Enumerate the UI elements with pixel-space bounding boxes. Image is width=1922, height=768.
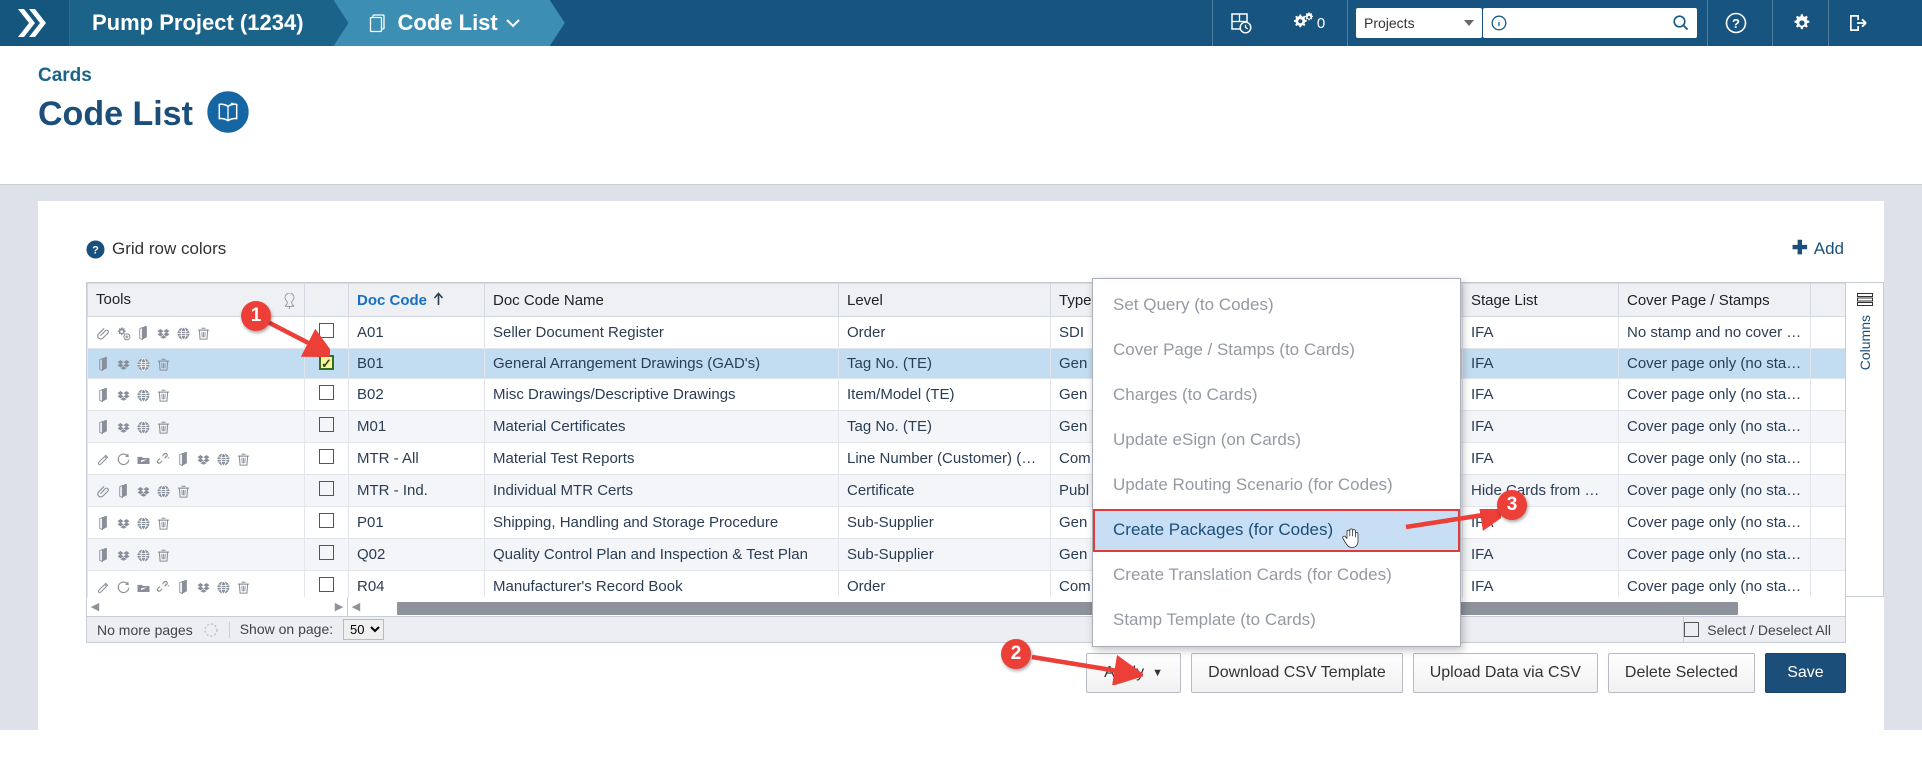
svg-text:?: ? <box>92 244 99 256</box>
svg-text:?: ? <box>1732 16 1740 31</box>
